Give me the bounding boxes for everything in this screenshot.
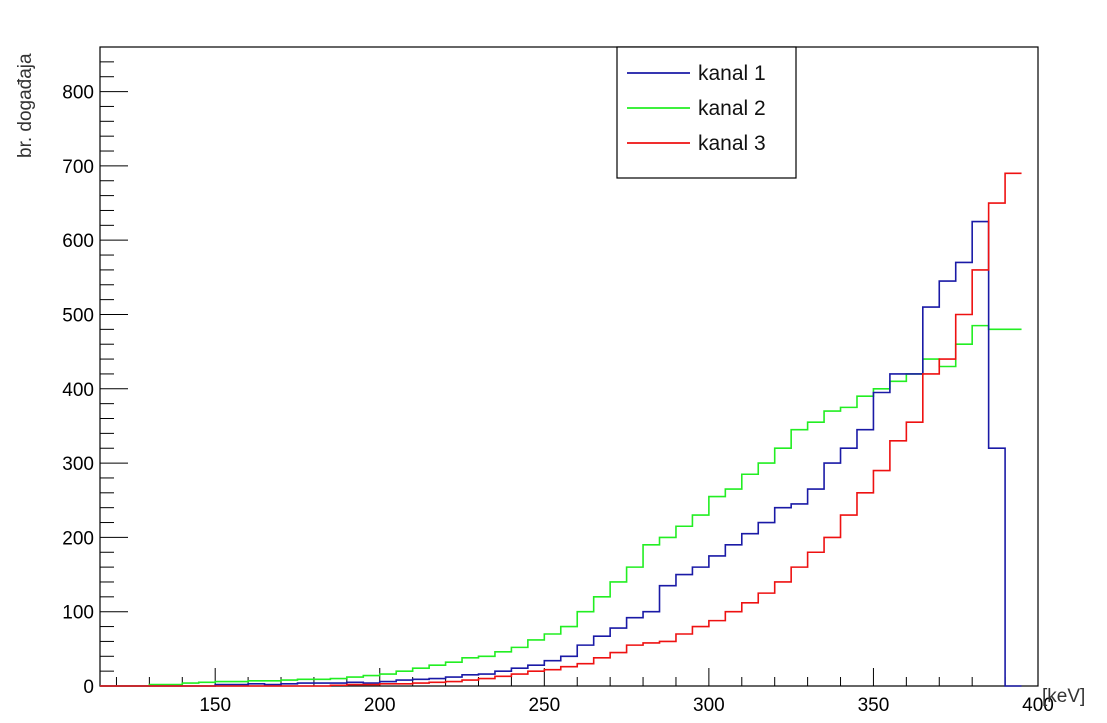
series-kanal-1-line (100, 220, 1022, 687)
x-axis-title: [keV] (1042, 686, 1085, 707)
x-tick-label: 350 (858, 695, 890, 716)
y-tick-label: 700 (62, 157, 94, 178)
series-kanal-3-line (100, 172, 1022, 687)
legend-label: kanal 2 (698, 97, 766, 120)
x-tick-label: 200 (364, 695, 396, 716)
series-layer (100, 172, 1022, 687)
y-tick-label: 200 (62, 528, 94, 549)
x-tick-label: 250 (528, 695, 560, 716)
legend-label: kanal 1 (698, 62, 766, 85)
y-tick-label: 400 (62, 380, 94, 401)
y-tick-label: 300 (62, 454, 94, 475)
y-tick-label: 100 (62, 603, 94, 624)
y-axis-title: br. događaja (15, 53, 36, 158)
legend: kanal 1 kanal 2 kanal 3 (616, 46, 797, 179)
y-tick-label: 500 (62, 305, 94, 326)
plot-frame (99, 46, 1039, 687)
x-tick-label: 400 (1022, 695, 1054, 716)
axis-ticks: 150 200 250 300 350 400 0 100 200 300 400 500 600 700… (62, 61, 1054, 716)
legend-box (616, 46, 797, 179)
y-tick-label: 600 (62, 231, 94, 252)
y-tick-label: 0 (83, 677, 94, 698)
series-kanal-2-line (100, 324, 1022, 687)
x-tick-label: 150 (199, 695, 231, 716)
x-tick-label: 300 (693, 695, 725, 716)
y-tick-label: 800 (62, 83, 94, 104)
legend-label: kanal 3 (698, 132, 766, 155)
